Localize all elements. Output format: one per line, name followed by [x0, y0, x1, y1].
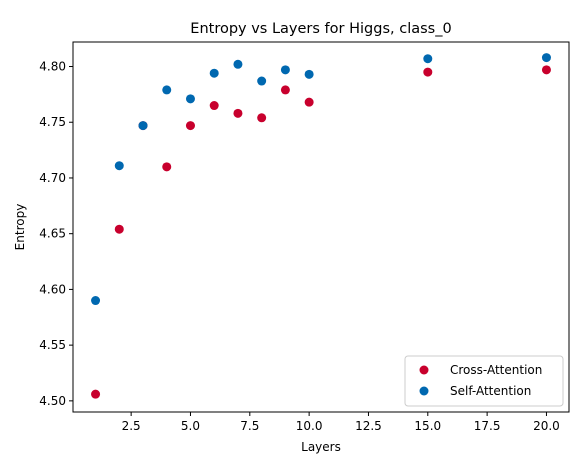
cross-attention-point [162, 162, 172, 172]
x-tick-label: 7.5 [240, 419, 259, 433]
self-attention-point [91, 296, 101, 306]
y-axis-label: Entropy [13, 204, 27, 251]
self-attention-point [162, 85, 172, 95]
cross-attention-point [209, 101, 219, 111]
x-tick-label: 2.5 [122, 419, 141, 433]
legend: Cross-Attention Self-Attention [404, 355, 564, 407]
y-tick-label: 4.75 [39, 115, 66, 129]
self-attention-point [209, 68, 219, 78]
self-attention-point [114, 161, 124, 171]
cross-attention-point [280, 85, 290, 95]
self-attention-point [280, 65, 290, 75]
plot-area [72, 41, 570, 413]
x-tick-label: 10.0 [296, 419, 323, 433]
self-attention-point [257, 76, 267, 86]
chart-title: Entropy vs Layers for Higgs, class_0 [190, 21, 451, 37]
cross-attention-point [423, 67, 433, 77]
x-tick-label: 17.5 [474, 419, 501, 433]
y-tick-label: 4.50 [39, 394, 66, 408]
x-tick-label: 5.0 [181, 419, 200, 433]
y-tick-label: 4.55 [39, 338, 66, 352]
y-axis: 4.50 4.55 4.60 4.65 4.70 4.75 4.80 [39, 60, 73, 408]
legend-marker-cross-attention [419, 365, 429, 375]
legend-label-self-attention: Self-Attention [450, 384, 531, 398]
cross-attention-point [185, 121, 195, 131]
cross-attention-point [304, 97, 314, 107]
self-attention-point [304, 69, 314, 79]
y-tick-label: 4.70 [39, 171, 66, 185]
self-attention-point [185, 94, 195, 104]
y-tick-label: 4.80 [39, 60, 66, 74]
cross-attention-point [233, 108, 243, 118]
x-tick-label: 15.0 [414, 419, 441, 433]
y-tick-label: 4.65 [39, 227, 66, 241]
data-points [91, 53, 551, 399]
x-tick-label: 20.0 [533, 419, 560, 433]
x-axis: 2.5 5.0 7.5 10.0 12.5 15.0 17.5 20.0 [122, 412, 560, 433]
self-attention-point [423, 54, 433, 64]
legend-marker-self-attention [419, 386, 429, 396]
axes-frame [72, 41, 570, 413]
self-attention-point [138, 121, 148, 131]
y-tick-label: 4.60 [39, 282, 66, 296]
x-axis-label: Layers [301, 440, 341, 454]
legend-box [404, 355, 564, 407]
self-attention-point [233, 59, 243, 69]
cross-attention-point [257, 113, 267, 123]
self-attention-point [541, 53, 551, 63]
cross-attention-point [91, 389, 101, 399]
legend-label-cross-attention: Cross-Attention [450, 363, 542, 377]
cross-attention-point [541, 65, 551, 75]
cross-attention-point [114, 224, 124, 234]
x-tick-label: 12.5 [355, 419, 382, 433]
